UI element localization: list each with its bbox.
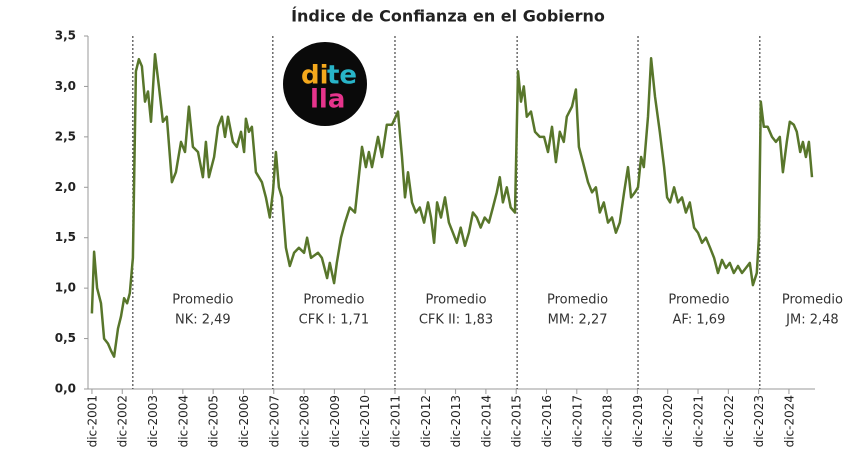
x-tick-label: dic-2002 (116, 395, 130, 447)
x-tick-label: dic-2021 (692, 395, 706, 447)
x-tick-label: dic-2022 (722, 395, 736, 447)
x-tick-label: dic-2020 (661, 395, 675, 447)
x-tick-label: dic-2019 (631, 395, 645, 447)
x-tick-label: dic-2015 (510, 395, 524, 447)
x-tick-label: dic-2008 (298, 395, 312, 447)
x-tick-label: dic-2010 (358, 395, 372, 447)
x-tick-label: dic-2004 (176, 395, 190, 447)
x-tick-label: dic-2001 (85, 395, 99, 447)
annotation: AF: 1,69 (673, 313, 726, 328)
x-tick-label: dic-2003 (146, 395, 160, 447)
x-tick-label: dic-2023 (752, 395, 766, 447)
annotation: Promedio (172, 293, 233, 308)
y-tick-label: 1,0 (55, 281, 76, 295)
y-tick-label: 0,0 (55, 382, 76, 396)
logo: di te lla (283, 42, 367, 126)
annotation: Promedio (303, 293, 364, 308)
annotation: Promedio (547, 293, 608, 308)
x-tick-label: dic-2011 (388, 395, 402, 447)
y-tick-label: 1,5 (55, 230, 76, 244)
annotation: NK: 2,49 (175, 313, 231, 328)
x-tick-label: dic-2009 (328, 395, 342, 447)
x-tick-label: dic-2024 (782, 395, 796, 447)
logo-circle (283, 42, 367, 126)
annotation: Promedio (782, 293, 843, 308)
logo-text: di (301, 61, 329, 91)
y-tick-label: 3,0 (55, 79, 76, 93)
annotation: MM: 2,27 (548, 313, 608, 328)
annotation: Promedio (668, 293, 729, 308)
annotation: JM: 2,48 (785, 313, 839, 328)
annotation: Promedio (425, 293, 486, 308)
y-tick-label: 0,5 (55, 331, 76, 345)
annotation: CFK I: 1,71 (299, 313, 370, 328)
x-tick-label: dic-2017 (570, 395, 584, 447)
y-tick-label: 2,5 (55, 129, 76, 143)
x-tick-label: dic-2014 (479, 395, 493, 447)
x-tick-label: dic-2005 (207, 395, 221, 447)
x-tick-label: dic-2018 (601, 395, 615, 447)
y-tick-label: 3,5 (55, 29, 76, 43)
series-line (90, 52, 814, 358)
x-tick-label: dic-2012 (419, 395, 433, 447)
x-tick-label: dic-2007 (267, 395, 281, 447)
x-tick-label: dic-2006 (237, 395, 251, 447)
x-tick-label: dic-2013 (449, 395, 463, 447)
x-tick-label: dic-2016 (540, 395, 554, 447)
chart-title: Índice de Confianza en el Gobierno (291, 7, 605, 26)
annotation: CFK II: 1,83 (419, 313, 493, 328)
y-tick-label: 2,0 (55, 180, 76, 194)
logo-text: lla (310, 85, 345, 115)
logo-text: te (327, 61, 357, 91)
